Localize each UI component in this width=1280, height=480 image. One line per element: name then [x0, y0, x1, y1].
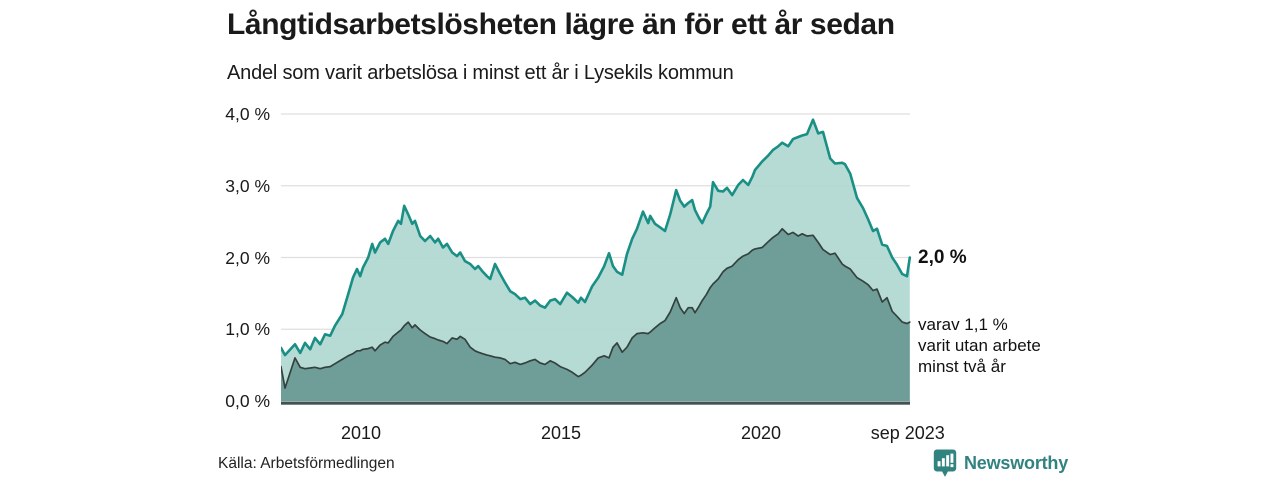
newsworthy-logo: Newsworthy: [933, 449, 1068, 478]
y-axis-tick-label: 0,0 %: [225, 391, 270, 411]
chart-title: Långtidsarbetslösheten lägre än för ett …: [227, 8, 895, 41]
x-axis-tick-label: sep 2023: [870, 423, 945, 443]
end-value-sub-line: varav 1,1 %: [918, 315, 1008, 334]
x-axis-tick-label: 2020: [740, 423, 782, 443]
source-text: Källa: Arbetsförmedlingen: [218, 455, 395, 472]
y-axis-tick-label: 3,0 %: [225, 175, 270, 196]
chart-subtitle: Andel som varit arbetslösa i minst ett å…: [227, 62, 734, 84]
end-value-label-subseries: varav 1,1 % varit utan arbete minst två …: [918, 314, 1041, 377]
y-axis-tick-label: 1,0 %: [225, 319, 270, 340]
newsworthy-wordmark: Newsworthy: [964, 453, 1069, 473]
area-chart-plot: [281, 113, 912, 405]
newsworthy-pin-icon: [933, 449, 957, 477]
x-axis-tick-label: 2015: [540, 423, 582, 443]
end-value-sub-line: varit utan arbete: [918, 336, 1041, 355]
x-axis-tick-label: 2010: [340, 423, 382, 443]
y-axis-tick-label: 2,0 %: [225, 247, 270, 268]
y-axis-tick-label: 4,0 %: [225, 104, 270, 124]
end-value-sub-line: minst två år: [918, 357, 1006, 376]
end-value-label-total: 2,0 %: [918, 247, 967, 268]
